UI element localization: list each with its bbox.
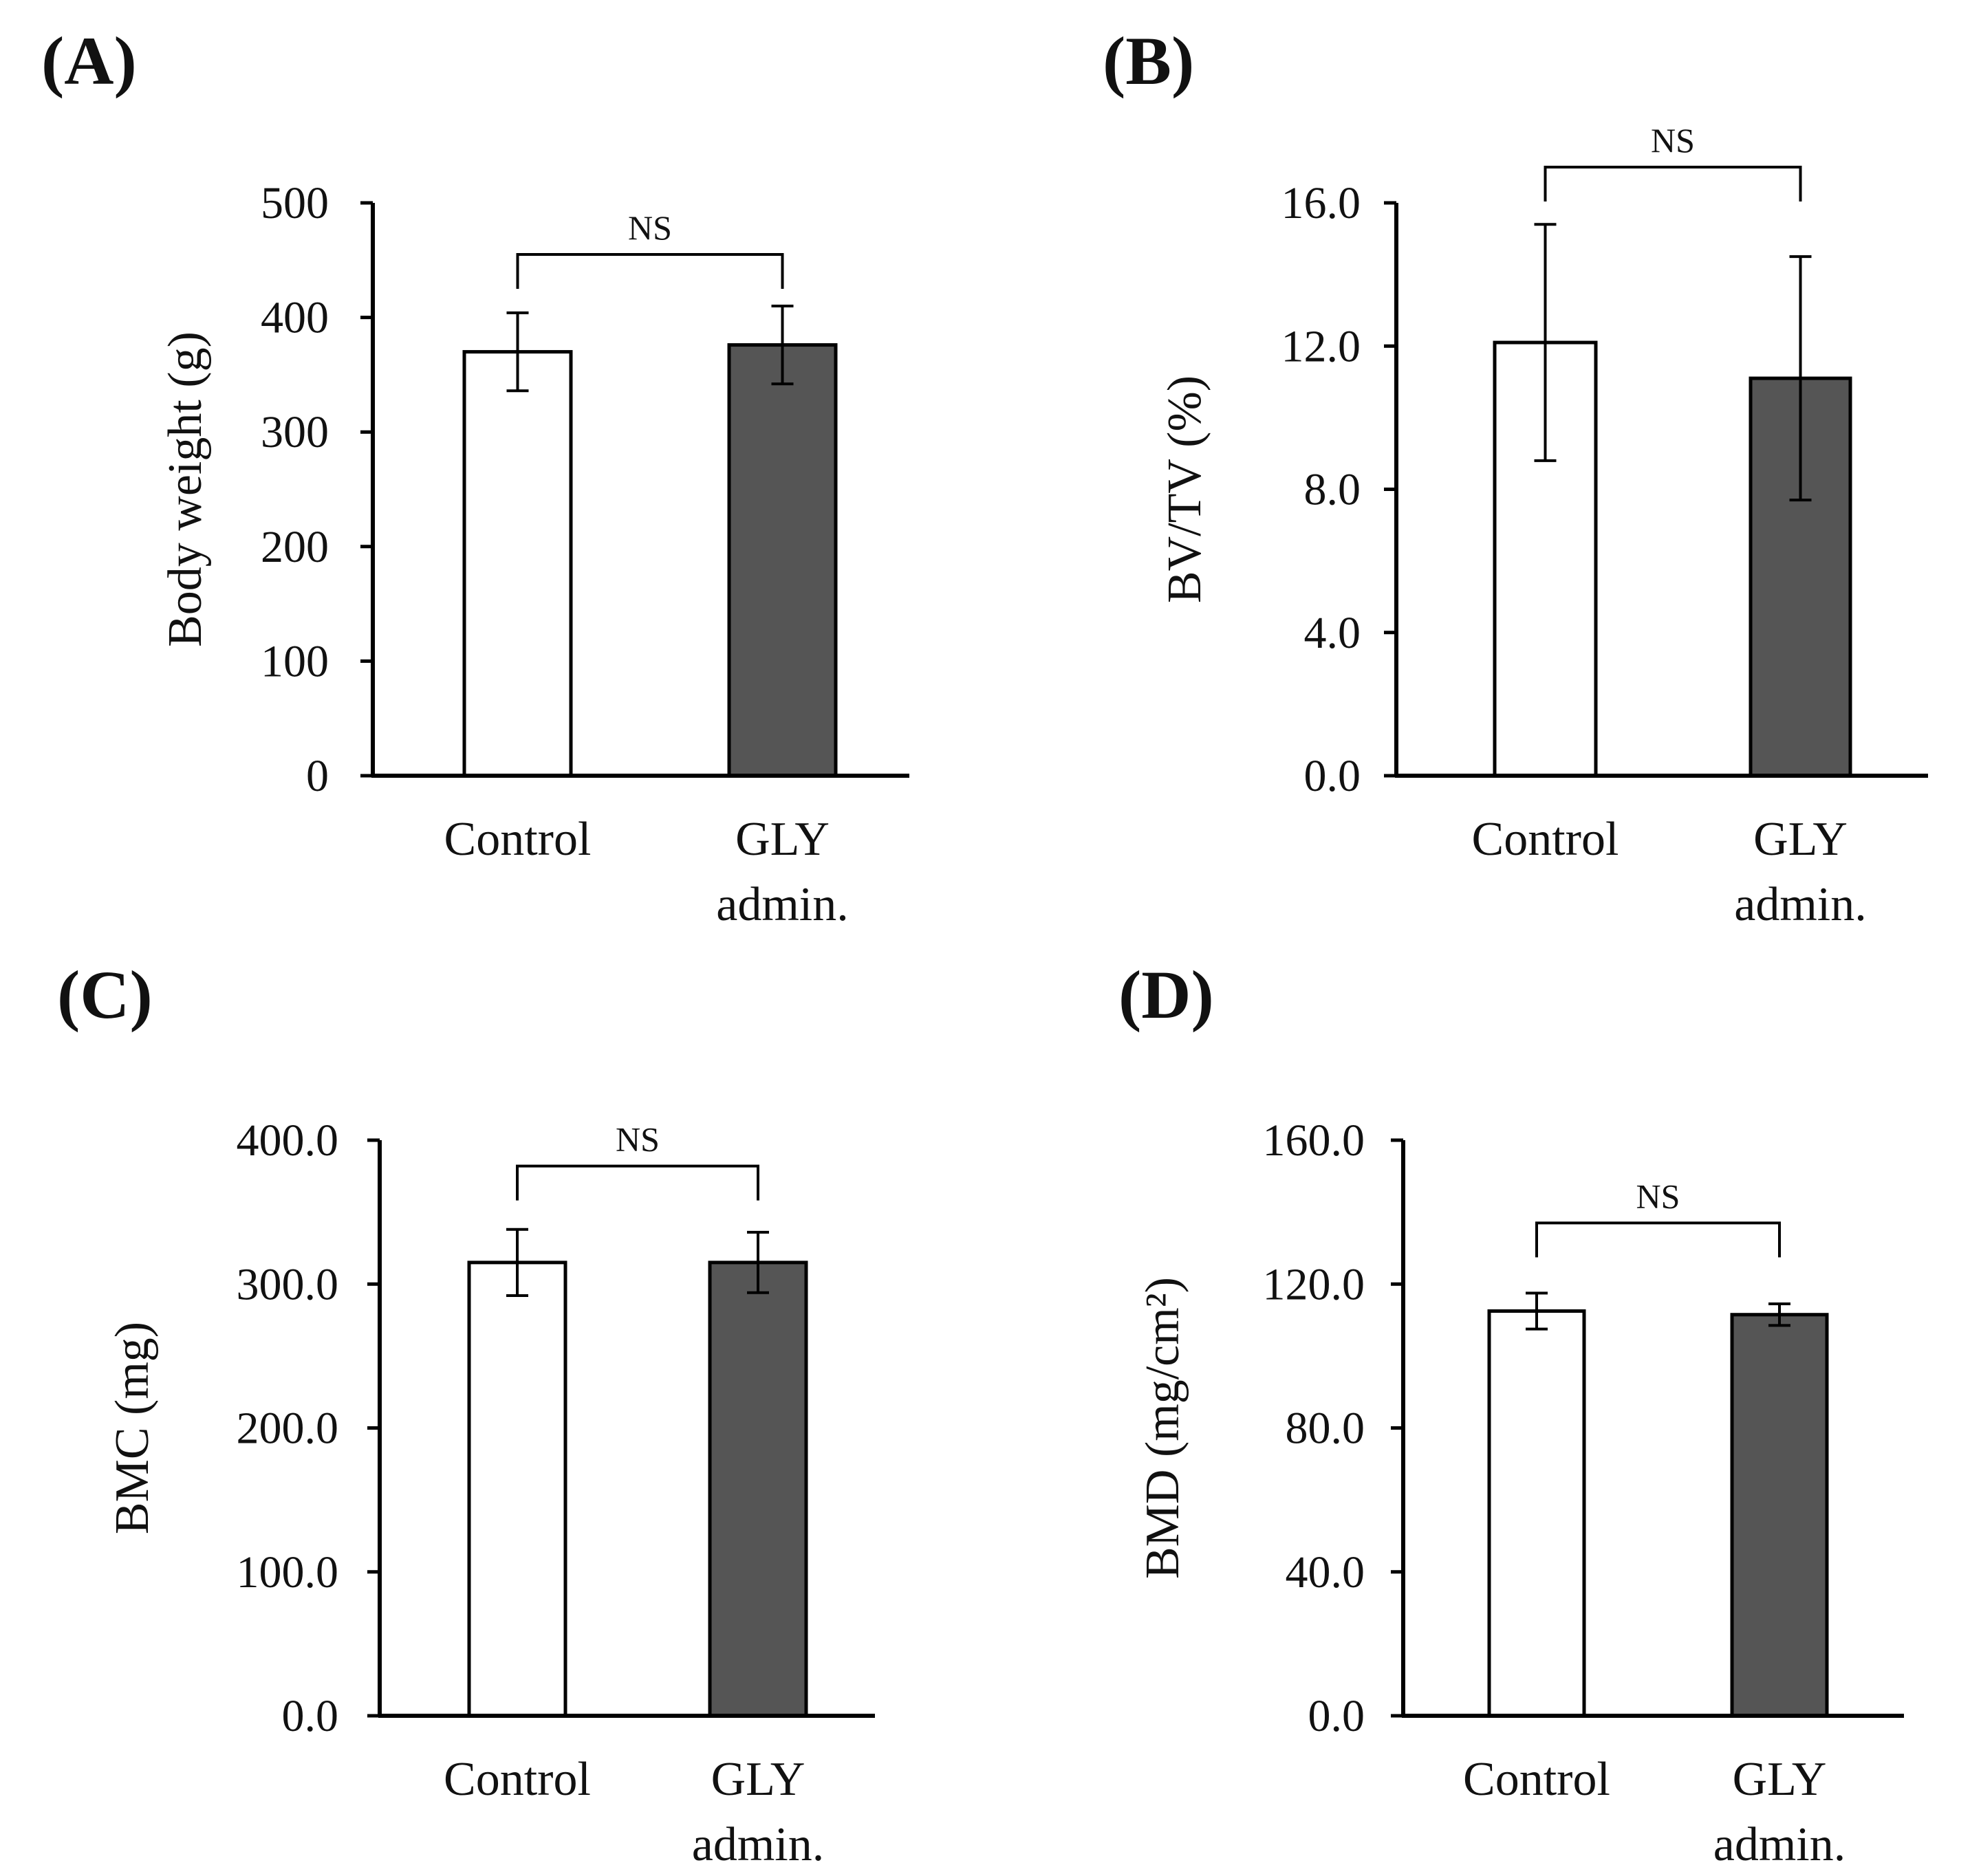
significance-bracket: [1544, 165, 1802, 201]
significance-bracket: [516, 252, 784, 289]
y-tick-label: 16.0: [1281, 178, 1361, 228]
y-axis-label: Body weight (g): [159, 331, 212, 647]
significance-bracket: [1535, 1221, 1781, 1258]
panel-label: (B): [1103, 23, 1194, 99]
panel-label: (C): [57, 957, 153, 1033]
x-tick-label: GLY admin.: [692, 1753, 824, 1871]
y-tick-label: 0.0: [1308, 1691, 1365, 1741]
x-tick-label: GLY admin.: [1713, 1753, 1845, 1871]
x-tick-label: Control: [1472, 813, 1619, 866]
significance-label: NS: [1636, 1177, 1680, 1215]
significance-label: NS: [1651, 121, 1695, 160]
y-tick-label: 0: [306, 751, 329, 801]
y-tick-label: 0.0: [1304, 751, 1361, 801]
y-axis-label: BV/TV (%): [1158, 375, 1211, 603]
bar-gly-admin: [708, 1261, 808, 1718]
bar-gly-admin: [1730, 1313, 1829, 1718]
significance-label: NS: [628, 208, 672, 247]
y-tick-label: 40.0: [1286, 1547, 1365, 1597]
y-tick-label: 160.0: [1263, 1115, 1365, 1166]
x-tick-label: Control: [444, 813, 592, 866]
y-tick-label: 200: [261, 522, 329, 572]
y-tick-label: 0.0: [282, 1691, 339, 1741]
significance-bracket: [516, 1164, 759, 1201]
y-tick-label: 400.0: [237, 1115, 339, 1166]
x-tick-label: Control: [1463, 1753, 1610, 1806]
y-tick-label: 12.0: [1281, 321, 1361, 371]
y-axis-label: BMC (mg): [106, 1322, 159, 1534]
y-tick-label: 200.0: [237, 1404, 339, 1454]
y-tick-label: 100: [261, 636, 329, 686]
bar-control: [467, 1261, 567, 1718]
y-tick-label: 80.0: [1286, 1404, 1365, 1454]
y-tick-label: 4.0: [1304, 608, 1361, 658]
y-tick-label: 120.0: [1263, 1259, 1365, 1309]
significance-label: NS: [616, 1120, 660, 1159]
panel-c: (C) BMC (mg) 0.0 100.0 200.0 300.0 400.0 Contro…: [57, 957, 875, 1871]
bar-control: [1487, 1309, 1586, 1718]
y-tick-label: 400: [261, 293, 329, 343]
y-tick-label: 300.0: [237, 1259, 339, 1309]
panel-label: (D): [1118, 957, 1214, 1033]
panel-d: (D) BMD (mg/cm²) 0.0 40.0 80.0 120.0 160.0 Cont…: [1118, 957, 1904, 1871]
x-tick-label: GLY admin.: [1734, 813, 1866, 931]
x-tick-label: Control: [444, 1753, 591, 1806]
y-tick-label: 500: [261, 178, 329, 228]
panel-a: (A) Body weight (g) 0 100 200 300 400 500 Contro…: [41, 23, 909, 931]
y-axis-label: BMD (mg/cm²): [1136, 1277, 1189, 1579]
y-tick-label: 8.0: [1304, 465, 1361, 515]
bar-gly-admin: [727, 343, 838, 778]
y-tick-label: 100.0: [237, 1547, 339, 1597]
bar-control: [462, 350, 573, 778]
panel-label: (A): [41, 23, 137, 99]
y-tick-label: 300: [261, 407, 329, 457]
panel-b: (B) BV/TV (%) 0.0 4.0 8.0 12.0 16.0 Control GLY a…: [1103, 23, 1928, 931]
x-tick-label: GLY admin.: [716, 813, 848, 931]
